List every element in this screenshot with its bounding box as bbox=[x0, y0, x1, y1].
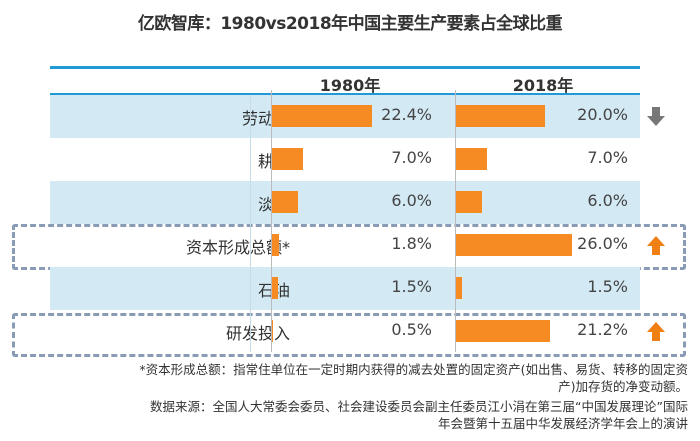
source-line-2: 年会暨第十五届中华发展经济学年会上的演讲 bbox=[437, 416, 688, 431]
table-row: 耕地 bbox=[50, 138, 640, 181]
bar-2018 bbox=[455, 320, 551, 342]
arrow-down-icon bbox=[647, 107, 665, 126]
value-label-1980: 6.0% bbox=[391, 191, 432, 210]
header-bottom-line bbox=[50, 93, 640, 95]
value-label-1980: 0.5% bbox=[391, 320, 432, 339]
footnote-line-2: 产)加存货的净变动额。 bbox=[558, 379, 688, 394]
bar-1980 bbox=[271, 234, 280, 256]
bar-2018 bbox=[455, 105, 545, 127]
bar-2018 bbox=[455, 234, 572, 256]
table-row: 研发投入 bbox=[50, 310, 640, 353]
label-column-divider bbox=[250, 95, 251, 352]
header-top-line bbox=[50, 66, 640, 69]
bar-2018 bbox=[455, 191, 482, 213]
column-header-1980: 1980年 bbox=[319, 76, 381, 95]
arrow-up-icon bbox=[647, 236, 665, 255]
table-row: 石油 bbox=[50, 267, 640, 310]
bar-1980 bbox=[271, 191, 298, 213]
table-row: 淡水 bbox=[50, 181, 640, 224]
bar-1980 bbox=[271, 277, 278, 299]
value-label-2018: 7.0% bbox=[587, 148, 628, 167]
row-label: 研发投入 bbox=[225, 324, 290, 343]
table-row: 资本形成总额* bbox=[50, 224, 640, 267]
highlight-box bbox=[12, 224, 686, 270]
value-label-2018: 26.0% bbox=[577, 234, 628, 253]
column-header-2018: 2018年 bbox=[512, 76, 574, 95]
bar-1980 bbox=[271, 148, 303, 170]
value-label-1980: 1.8% bbox=[391, 234, 432, 253]
value-label-2018: 1.5% bbox=[587, 277, 628, 296]
bar-2018 bbox=[455, 148, 487, 170]
value-label-2018: 21.2% bbox=[577, 320, 628, 339]
arrow-up-icon bbox=[647, 322, 665, 341]
axis-line-2018 bbox=[455, 90, 456, 352]
value-label-1980: 22.4% bbox=[381, 105, 432, 124]
value-label-2018: 6.0% bbox=[587, 191, 628, 210]
chart-title: 亿欧智库：1980vs2018年中国主要生产要素占全球比重 bbox=[137, 14, 563, 34]
value-label-1980: 1.5% bbox=[391, 277, 432, 296]
highlight-box bbox=[12, 313, 686, 357]
value-label-1980: 7.0% bbox=[391, 148, 432, 167]
row-label: 资本形成总额* bbox=[185, 238, 290, 257]
value-label-2018: 20.0% bbox=[577, 105, 628, 124]
axis-line-1980 bbox=[271, 90, 272, 352]
bar-1980 bbox=[271, 105, 372, 127]
bar-2018 bbox=[455, 277, 462, 299]
footnote-line-1: *资本形成总额：指常住单位在一定时期内获得的减去处置的固定资产(如出售、易货、转… bbox=[139, 362, 688, 377]
source-line-1: 数据来源：全国人大常委会委员、社会建设委员会副主任委员江小涓在第三届“中国发展理… bbox=[150, 399, 688, 414]
bar-1980 bbox=[271, 320, 274, 342]
